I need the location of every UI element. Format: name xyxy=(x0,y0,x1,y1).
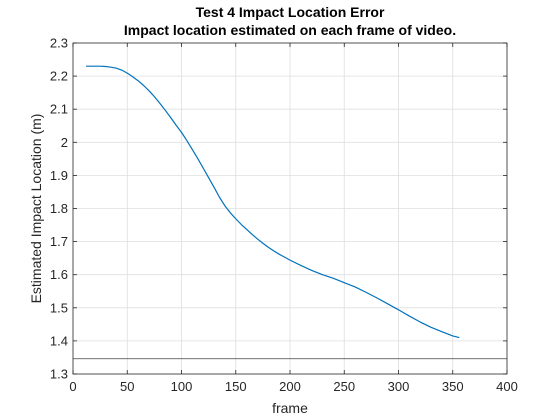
x-tick-label: 150 xyxy=(225,379,247,394)
x-tick-label: 100 xyxy=(171,379,193,394)
y-tick-label: 1.8 xyxy=(50,201,68,216)
y-tick-label: 2.1 xyxy=(50,102,68,117)
y-axis-label: Estimated Impact Location (m) xyxy=(28,114,44,304)
chart-title: Test 4 Impact Location Error xyxy=(196,4,385,20)
x-axis-label: frame xyxy=(272,400,308,416)
y-tick-label: 1.7 xyxy=(50,234,68,249)
series-lines xyxy=(73,65,507,360)
x-tick-label: 400 xyxy=(496,379,518,394)
x-tick-label: 50 xyxy=(120,379,134,394)
y-tick-label: 2 xyxy=(61,135,68,150)
x-tick-label: 300 xyxy=(388,379,410,394)
axis-ticks: 0 50 100 150 200 250 300 350 400 1.3 1.4 1.5 1.6 1.7 1… xyxy=(50,36,518,395)
y-tick-label: 1.3 xyxy=(50,367,68,382)
x-tick-label: 0 xyxy=(69,379,76,394)
y-tick-label: 1.5 xyxy=(50,300,68,315)
chart-subtitle: Impact location estimated on each frame … xyxy=(124,22,456,38)
y-tick-label: 1.6 xyxy=(50,267,68,282)
x-tick-label: 200 xyxy=(279,379,301,394)
x-tick-label: 250 xyxy=(333,379,355,394)
y-tick-label: 2.3 xyxy=(50,36,68,51)
y-tick-label: 2.2 xyxy=(50,69,68,84)
series-line-impact-location xyxy=(86,65,460,339)
y-tick-label: 1.4 xyxy=(50,333,68,348)
grid xyxy=(73,43,507,374)
y-tick-label: 1.9 xyxy=(50,168,68,183)
x-tick-label: 350 xyxy=(442,379,464,394)
